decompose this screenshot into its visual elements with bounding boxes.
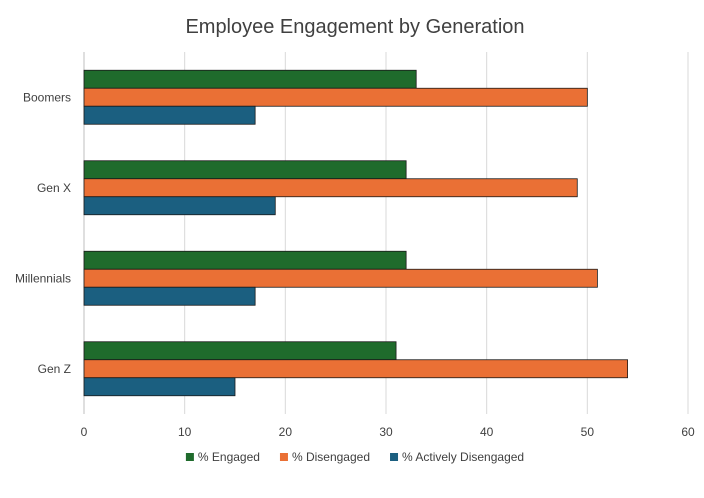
legend-swatch xyxy=(185,453,194,461)
x-tick-label: 40 xyxy=(480,425,494,439)
bars xyxy=(83,69,628,397)
legend: % Engaged % Disengaged % Actively Disengag… xyxy=(185,450,524,464)
chart-title: Employee Engagement by Generation xyxy=(185,16,524,38)
bar-boomers-pct-disengaged xyxy=(83,87,588,107)
y-tick-label: Boomers xyxy=(23,90,71,104)
y-tick-label: Gen Z xyxy=(38,362,71,376)
bar-millennials-pct-engaged xyxy=(83,250,407,270)
x-tick-label: 10 xyxy=(178,425,192,439)
legend-item-pct-actively-disengaged: % Actively Disengaged xyxy=(390,450,524,464)
x-tick-label: 60 xyxy=(681,425,695,439)
bar-millennials-pct-disengaged xyxy=(83,268,598,288)
y-axis-labels: Boomers Gen X Millennials Gen Z xyxy=(15,90,71,376)
legend-label: % Actively Disengaged xyxy=(402,450,524,464)
x-axis-labels: 0 10 20 30 40 50 60 xyxy=(81,425,695,439)
bar-millennials-pct-actively-disengaged xyxy=(83,286,256,306)
bar-boomers-pct-engaged xyxy=(83,69,417,89)
legend-swatch xyxy=(279,453,288,461)
bar-boomers-pct-actively-disengaged xyxy=(83,105,256,125)
bar-gen-x-pct-disengaged xyxy=(83,178,578,198)
x-tick-label: 20 xyxy=(279,425,293,439)
y-tick-label: Millennials xyxy=(15,271,71,285)
bar-gen-z-pct-actively-disengaged xyxy=(83,377,236,397)
legend-swatch xyxy=(390,453,399,461)
legend-item-pct-disengaged: % Disengaged xyxy=(279,450,370,464)
x-tick-label: 30 xyxy=(379,425,393,439)
bar-gen-z-pct-disengaged xyxy=(83,359,628,379)
legend-item-pct-engaged: % Engaged xyxy=(185,450,260,464)
legend-label: % Disengaged xyxy=(292,450,370,464)
x-tick-label: 0 xyxy=(81,425,88,439)
bar-gen-x-pct-engaged xyxy=(83,160,407,180)
x-tick-label: 50 xyxy=(581,425,595,439)
y-tick-label: Gen X xyxy=(37,181,71,195)
bar-gen-z-pct-engaged xyxy=(83,341,397,361)
legend-label: % Engaged xyxy=(198,450,260,464)
bar-gen-x-pct-actively-disengaged xyxy=(83,196,276,216)
